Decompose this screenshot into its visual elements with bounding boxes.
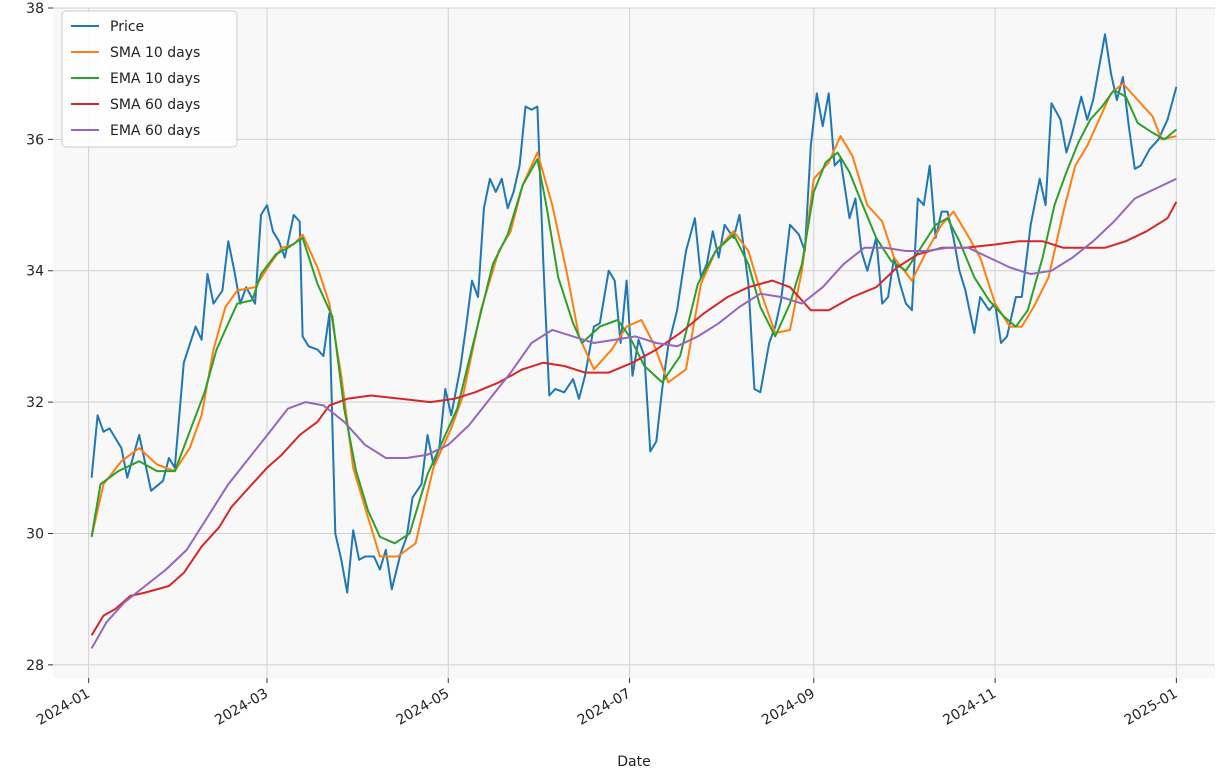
series-line-ema-60-days [90, 177, 1177, 649]
series-line-sma-60-days [90, 201, 1178, 636]
legend-label: SMA 10 days [110, 45, 200, 61]
x-axis-title: Date [617, 754, 650, 770]
y-tick-label: 36 [26, 132, 44, 148]
x-tick-label: 2024-11 [940, 686, 999, 729]
y-tick-label: 38 [26, 1, 44, 17]
y-tick-label: 34 [26, 264, 44, 280]
legend-label: Price [110, 19, 144, 35]
x-tick-label: 2024-07 [575, 686, 634, 729]
plot-area [53, 8, 1215, 678]
legend-label: EMA 10 days [110, 71, 200, 87]
y-axis: 28 30 32 34 36 38 [26, 1, 53, 674]
x-tick-label: 2024-09 [759, 686, 818, 729]
x-tick-label: 2025-01 [1122, 686, 1181, 729]
legend-label: SMA 60 days [110, 97, 200, 113]
y-tick-label: 30 [26, 526, 44, 542]
x-tick-label: 2024-05 [394, 686, 453, 729]
x-tick-label: 2024-01 [34, 686, 93, 729]
x-axis: 2024-01 2024-03 2024-05 2024-07 2024-09 2024-… [34, 678, 1180, 729]
legend-label: EMA 60 days [110, 123, 200, 139]
series-layer [90, 33, 1178, 649]
x-tick-label: 2024-03 [212, 686, 271, 729]
series-line-price [90, 33, 1178, 594]
legend-box [61, 10, 238, 148]
series-line-sma-10-days [90, 82, 1177, 558]
y-tick-label: 28 [26, 658, 44, 674]
legend: Price SMA 10 days EMA 10 days SMA 60 days EM… [61, 10, 238, 148]
y-tick-label: 32 [26, 395, 44, 411]
series-line-ema-10-days [90, 89, 1178, 545]
